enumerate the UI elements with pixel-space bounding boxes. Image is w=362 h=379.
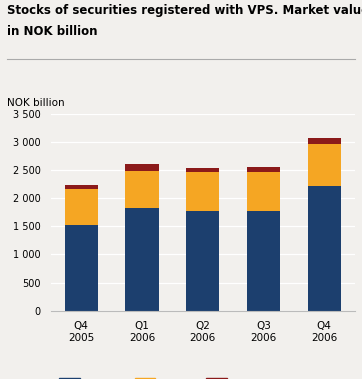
Bar bbox=[64, 185, 98, 189]
Bar bbox=[308, 186, 341, 311]
Bar bbox=[186, 172, 219, 211]
Bar bbox=[125, 171, 159, 208]
Text: NOK billion: NOK billion bbox=[7, 98, 65, 108]
Text: Stocks of securities registered with VPS. Market values: Stocks of securities registered with VPS… bbox=[7, 4, 362, 17]
Bar bbox=[308, 144, 341, 186]
Bar bbox=[247, 172, 280, 211]
Bar bbox=[247, 211, 280, 311]
Bar bbox=[125, 208, 159, 311]
Bar bbox=[308, 138, 341, 144]
Bar bbox=[64, 225, 98, 311]
Bar bbox=[125, 164, 159, 171]
Bar bbox=[247, 167, 280, 172]
Text: in NOK billion: in NOK billion bbox=[7, 25, 98, 38]
Bar bbox=[186, 211, 219, 311]
Legend: Shares, Bonds, Short-term securities: Shares, Bonds, Short-term securities bbox=[56, 375, 349, 379]
Bar bbox=[64, 189, 98, 225]
Bar bbox=[186, 168, 219, 172]
